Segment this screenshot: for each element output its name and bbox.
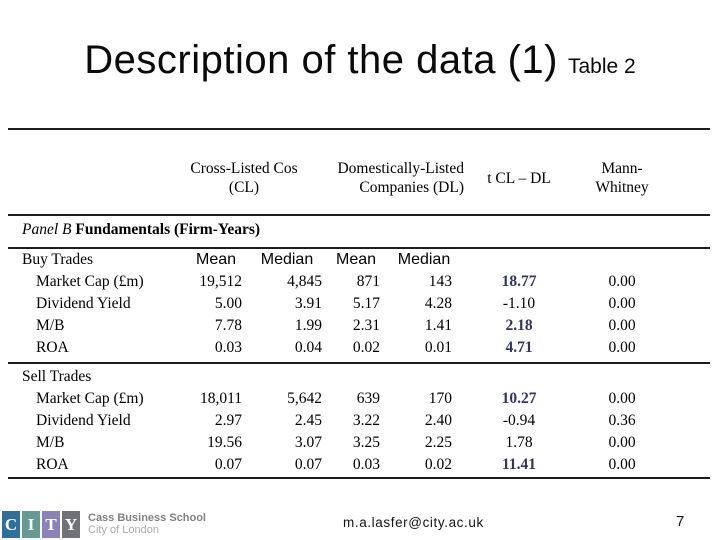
value-cl-mean: 0.07 — [214, 456, 242, 473]
panel-label-italic: Panel B — [22, 221, 72, 238]
value-cl-median: 5,642 — [287, 390, 322, 407]
value-cl-mean: 2.97 — [214, 412, 242, 429]
value-dl-median: 1.41 — [424, 317, 452, 334]
sell-trades-section: Sell Trades Market Cap (£m) 18,011 5,642… — [10, 366, 700, 476]
value-mann-whitney: 0.00 — [608, 434, 636, 451]
value-cl-median: 4,845 — [287, 273, 322, 290]
row-label: M/B — [36, 317, 65, 334]
value-dl-mean: 871 — [356, 273, 380, 290]
value-t-stat: -1.10 — [502, 295, 536, 312]
value-mann-whitney: 0.36 — [608, 412, 636, 429]
header-divider — [8, 214, 710, 216]
stat-header-mean-dl: Mean — [335, 251, 377, 268]
row-label: ROA — [36, 456, 69, 473]
value-t-stat: 11.41 — [501, 456, 537, 473]
col-header-mann-whitney: Mann- Whitney — [595, 160, 649, 196]
logo-school-name: Cass Business School — [88, 512, 206, 524]
value-cl-median: 0.04 — [294, 339, 322, 356]
row-label: M/B — [36, 434, 65, 451]
buy-trades-section: Buy Trades Mean Median Mean Median Marke… — [10, 249, 700, 359]
stat-header-median-cl: Median — [260, 251, 314, 268]
title-divider — [8, 128, 710, 130]
col-header-t-stat: t CL – DL — [487, 169, 551, 187]
logo-letter-y: Y — [62, 511, 80, 538]
value-cl-median: 2.45 — [294, 412, 322, 429]
value-dl-median: 143 — [428, 273, 452, 290]
value-dl-median: 170 — [428, 390, 452, 407]
value-cl-mean: 0.03 — [214, 339, 242, 356]
stat-header-mean-cl: Mean — [195, 251, 237, 268]
panel-divider — [8, 247, 710, 249]
row-label: ROA — [36, 339, 69, 356]
value-dl-median: 2.25 — [424, 434, 452, 451]
value-cl-mean: 5.00 — [214, 295, 242, 312]
value-t-stat: 2.18 — [505, 317, 533, 334]
city-university-logo: C I T Y — [2, 511, 82, 538]
row-label: Dividend Yield — [36, 412, 131, 429]
value-dl-median: 4.28 — [424, 295, 452, 312]
value-dl-mean: 3.25 — [352, 434, 380, 451]
col-header-cross-listed: Cross-Listed Cos (CL) — [190, 160, 298, 196]
value-cl-median: 3.07 — [294, 434, 322, 451]
value-cl-median: 1.99 — [294, 317, 322, 334]
table-number-label: Table 2 — [568, 55, 636, 78]
value-t-stat: -0.94 — [502, 412, 536, 429]
section-label-sell: Sell Trades — [22, 368, 92, 385]
section-label-buy: Buy Trades — [22, 251, 94, 268]
logo-letter-t: T — [42, 511, 60, 538]
stat-header-median-dl: Median — [397, 251, 451, 268]
row-label: Market Cap (£m) — [36, 390, 144, 407]
buy-section-divider — [8, 362, 710, 364]
value-cl-median: 3.91 — [294, 295, 322, 312]
value-cl-mean: 7.78 — [214, 317, 242, 334]
value-mann-whitney: 0.00 — [608, 317, 636, 334]
table-column-headers: Cross-Listed Cos (CL) Domestically-Liste… — [10, 146, 700, 210]
value-cl-median: 0.07 — [294, 456, 322, 473]
col-header-domestically-listed: Domestically-Listed Companies (DL) — [337, 160, 464, 196]
author-email: m.a.lasfer@city.ac.uk — [343, 515, 484, 530]
value-cl-mean: 19.56 — [207, 434, 242, 451]
value-dl-median: 0.01 — [424, 339, 452, 356]
panel-label-bold: Fundamentals (Firm-Years) — [75, 221, 261, 238]
value-t-stat: 18.77 — [501, 273, 537, 290]
panel-label: Panel B Fundamentals (Firm-Years) — [22, 221, 260, 239]
value-dl-mean: 639 — [356, 390, 380, 407]
value-cl-mean: 18,011 — [199, 390, 242, 407]
value-t-stat: 4.71 — [505, 339, 533, 356]
value-dl-mean: 5.17 — [352, 295, 380, 312]
logo-letter-i: I — [22, 511, 40, 538]
value-dl-median: 0.02 — [424, 456, 452, 473]
value-t-stat: 10.27 — [501, 390, 537, 407]
value-mann-whitney: 0.00 — [608, 273, 636, 290]
row-label: Market Cap (£m) — [36, 273, 144, 290]
value-mann-whitney: 0.00 — [608, 390, 636, 407]
value-mann-whitney: 0.00 — [608, 456, 636, 473]
value-mann-whitney: 0.00 — [608, 339, 636, 356]
value-dl-median: 2.40 — [424, 412, 452, 429]
sell-section-divider — [8, 477, 710, 479]
row-label: Dividend Yield — [36, 295, 131, 312]
value-dl-mean: 2.31 — [352, 317, 380, 334]
title-row: Description of the data (1) Table 2 — [0, 38, 720, 83]
value-mann-whitney: 0.00 — [608, 295, 636, 312]
logo-city-name: City of London — [88, 524, 159, 536]
value-t-stat: 1.78 — [505, 434, 533, 451]
value-dl-mean: 0.03 — [352, 456, 380, 473]
value-dl-mean: 3.22 — [352, 412, 380, 429]
slide-page-number: 7 — [676, 513, 685, 530]
logo-letter-c: C — [2, 511, 20, 538]
logo-text: Cass Business School City of London — [88, 512, 206, 536]
page-title: Description of the data (1) — [84, 38, 558, 82]
value-dl-mean: 0.02 — [352, 339, 380, 356]
value-cl-mean: 19,512 — [199, 273, 242, 290]
